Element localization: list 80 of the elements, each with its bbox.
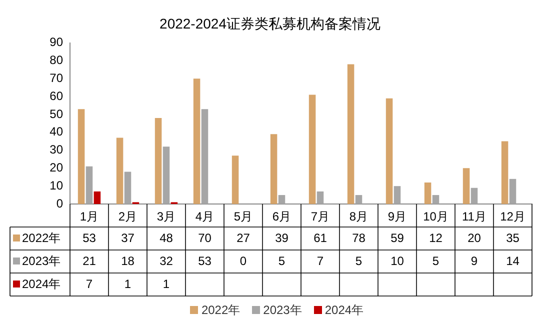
data-label: 20: [468, 230, 482, 245]
x-tick-label: 10月: [423, 210, 448, 224]
data-label: 7: [316, 254, 324, 268]
bar: [394, 186, 401, 204]
data-label: 35: [506, 230, 520, 245]
bar: [116, 138, 124, 204]
bar: [308, 94, 316, 204]
bar: [355, 195, 362, 204]
y-tick-label: 50: [50, 106, 64, 121]
data-label: 59: [390, 230, 404, 245]
bar: [201, 109, 208, 204]
data-label: 9: [470, 254, 478, 268]
data-label: 78: [352, 230, 366, 245]
data-label: 7: [86, 276, 93, 291]
y-tick-label: 40: [50, 124, 64, 139]
data-label: 1: [124, 276, 132, 291]
bar: [470, 188, 478, 204]
data-label: 18: [121, 254, 135, 268]
data-label: 61: [314, 230, 328, 245]
data-label: 5: [278, 254, 286, 268]
bar: [432, 195, 440, 204]
y-tick-label: 80: [50, 53, 64, 68]
x-tick-label: 9月: [388, 210, 407, 224]
data-label: 14: [506, 254, 520, 268]
y-tick-label: 0: [56, 196, 64, 210]
bar: [509, 178, 516, 204]
chart-title: 2022-2024证券类私募机构备案情况: [160, 15, 380, 32]
data-label: 48: [160, 230, 174, 245]
bar: [193, 78, 200, 204]
text: 2022年: [201, 302, 240, 316]
data-label: 32: [160, 254, 174, 268]
data-label: 21: [82, 254, 96, 268]
bar: [462, 168, 470, 204]
x-tick-label: 11月: [462, 210, 486, 224]
x-tick-label: 6月: [272, 210, 292, 224]
bar: [424, 182, 432, 204]
x-tick-label: 5月: [234, 210, 253, 224]
bar: [278, 195, 286, 204]
y-tick-label: 30: [50, 142, 64, 157]
bar: [154, 118, 162, 204]
x-tick-label: 1月: [80, 210, 99, 224]
data-label: 27: [236, 230, 250, 245]
y-tick-label: 10: [50, 178, 64, 192]
data-label: 37: [121, 230, 135, 245]
y-tick-label: 90: [50, 35, 64, 50]
y-tick-label: 60: [50, 88, 64, 103]
text: 2023年: [263, 302, 302, 316]
legend-label: 2022年: [22, 230, 61, 245]
x-tick-label: 12月: [500, 210, 526, 224]
bar: [94, 191, 101, 204]
x-tick-label: 7月: [310, 210, 330, 224]
data-label: 5: [432, 254, 440, 268]
text: 2024年: [324, 302, 364, 316]
x-tick-label: 3月: [156, 210, 176, 224]
x-tick-label: 4月: [195, 210, 214, 224]
bar: [501, 141, 508, 204]
bar: [270, 134, 278, 204]
bar: [86, 166, 93, 204]
bar: [162, 146, 170, 204]
data-label: 53: [198, 254, 212, 268]
data-label: 10: [390, 254, 404, 268]
y-tick-label: 20: [50, 160, 64, 174]
data-label: 70: [198, 230, 212, 245]
data-label: 12: [429, 230, 443, 245]
bar: [124, 172, 132, 204]
legend-label: 2024年: [22, 276, 61, 291]
legend-label: 2023年: [22, 254, 61, 268]
data-label: 1: [162, 276, 170, 291]
data-label: 0: [240, 254, 247, 268]
data-label: 53: [82, 230, 96, 245]
bar: [232, 156, 239, 204]
x-tick-label: 8月: [349, 210, 368, 224]
bar: [386, 98, 393, 204]
data-label: 5: [355, 254, 362, 268]
bar: [316, 191, 324, 204]
bar: [78, 109, 85, 204]
x-tick-label: 2月: [118, 210, 138, 224]
bar: [347, 64, 354, 204]
data-label: 39: [275, 230, 289, 245]
y-tick-label: 70: [50, 70, 64, 85]
